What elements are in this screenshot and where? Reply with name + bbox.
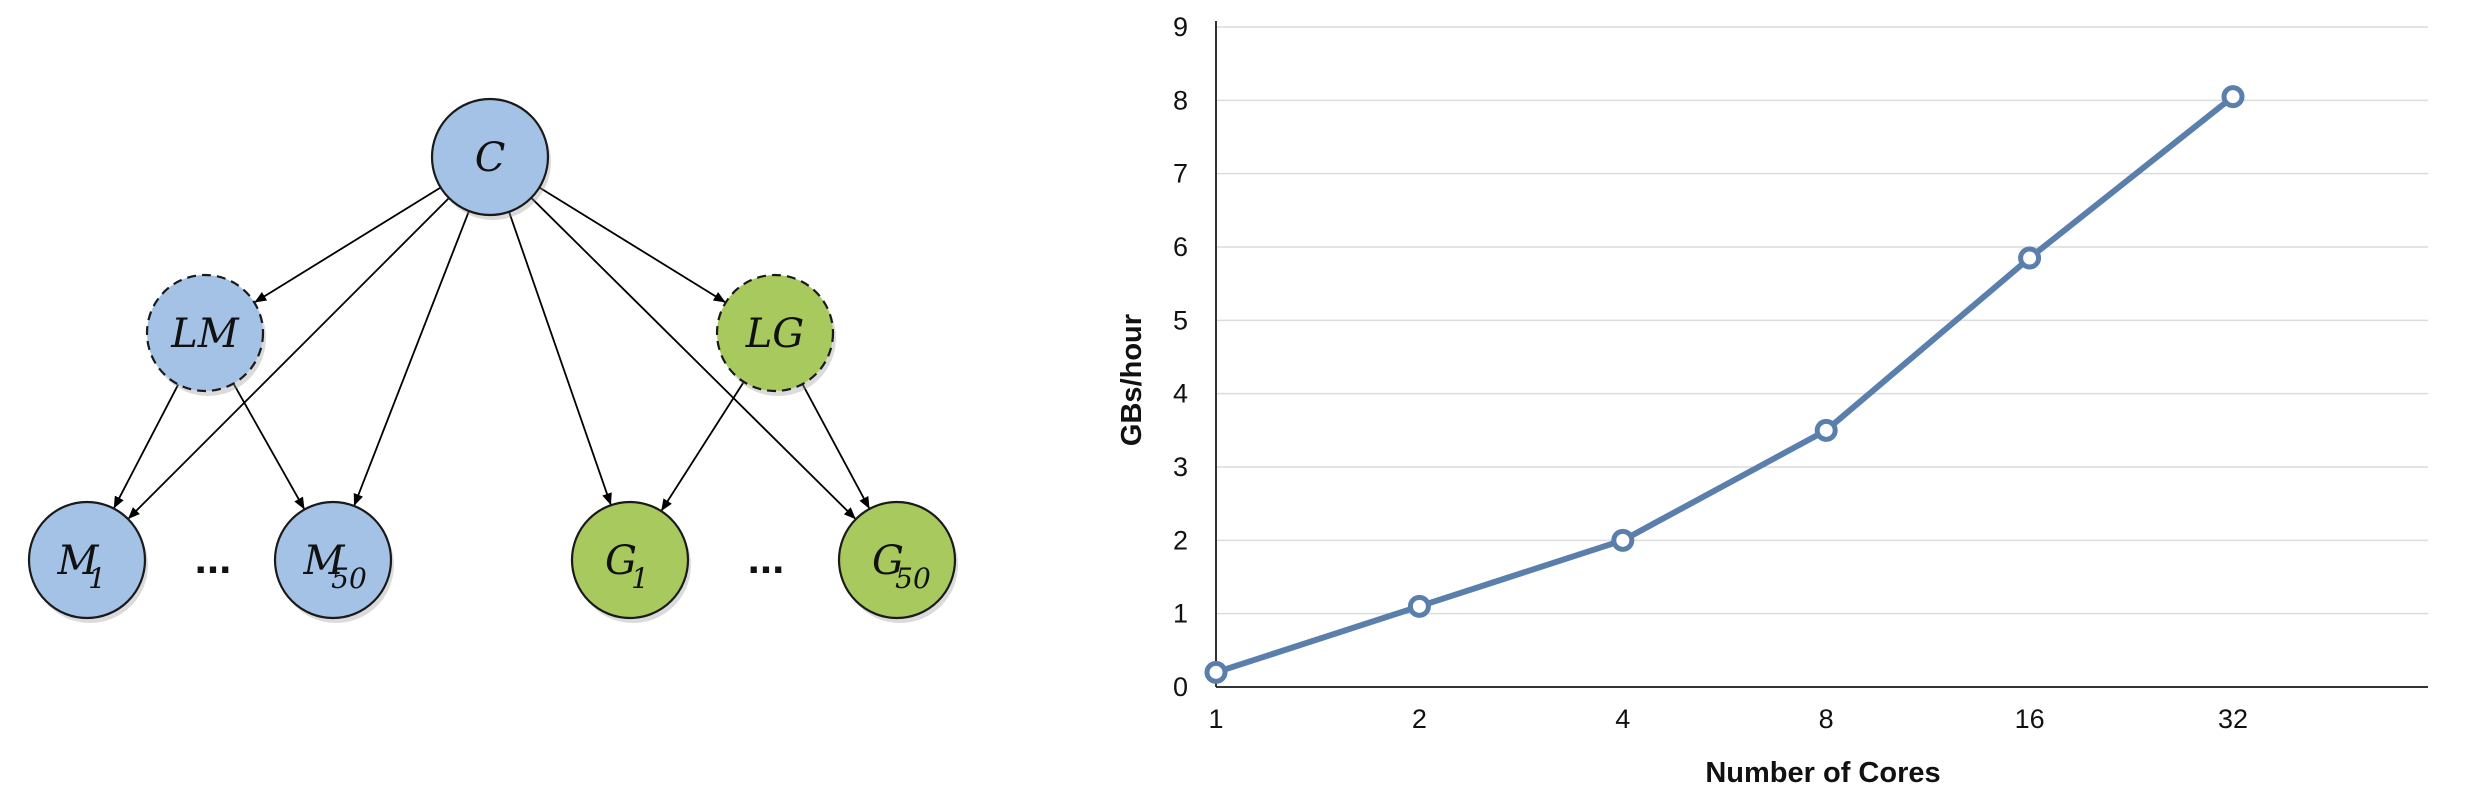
edge-c-lg (538, 186, 726, 303)
node-circle (273, 500, 393, 620)
node-label: G (872, 538, 904, 584)
node-circle (715, 273, 835, 393)
series-line (1213, 93, 2236, 676)
data-point (1814, 418, 1838, 442)
y-tick-label: 8 (1173, 85, 1188, 115)
y-tick-labels: 0 1 2 3 4 5 6 7 8 9 (1173, 12, 1188, 702)
edge-c-m50 (353, 210, 470, 506)
ellipsis-m-nodes: ... (195, 534, 232, 583)
node-label: M (303, 538, 346, 584)
node-label: LG (745, 311, 805, 357)
y-tick-label: 4 (1173, 379, 1188, 409)
edge-c-lm (254, 186, 442, 303)
node-circle (27, 500, 147, 620)
node-label: M (57, 538, 100, 584)
y-tick-label: 0 (1173, 672, 1188, 702)
chart-gridlines (1216, 26, 2428, 615)
node-subscript: 50 (895, 562, 931, 595)
node-m1: M1 (27, 500, 148, 623)
node-circle (430, 97, 550, 217)
node-subscript: 50 (331, 562, 367, 595)
node-subscript: 1 (631, 562, 649, 595)
x-tick-label: 4 (1615, 704, 1630, 734)
node-circle (570, 500, 690, 620)
data-point (1204, 660, 1228, 684)
y-axis-title: GBs/hour (1116, 314, 1148, 446)
data-point (2221, 85, 2245, 109)
edge-c-m1 (128, 197, 450, 519)
node-m50: M50 (273, 500, 394, 623)
node-circle (837, 500, 957, 620)
y-tick-label: 1 (1173, 599, 1188, 629)
x-tick-label: 1 (1208, 704, 1223, 734)
node-circle (145, 273, 265, 393)
edge-lg-g1 (661, 381, 745, 512)
node-g50: G50 (837, 500, 958, 623)
data-point (2018, 246, 2042, 270)
x-tick-label: 8 (1819, 704, 1834, 734)
node-label: G (605, 538, 637, 584)
y-tick-label: 6 (1173, 232, 1188, 262)
edge-lg-g50 (801, 383, 870, 509)
node-lg: LG (715, 273, 836, 396)
x-axis-title: Number of Cores (1705, 757, 1940, 789)
data-point (1611, 528, 1635, 552)
node-g1: G1 (570, 500, 691, 623)
y-tick-label: 9 (1173, 12, 1188, 42)
y-tick-label: 5 (1173, 305, 1188, 335)
y-tick-label: 2 (1173, 525, 1188, 555)
node-c: C (430, 97, 551, 220)
node-subscript: 1 (88, 562, 106, 595)
diagram-edges (113, 186, 870, 520)
y-tick-label: 7 (1173, 159, 1188, 189)
node-label: LM (170, 311, 240, 357)
edge-lm-m50 (232, 383, 305, 510)
edge-c-g1 (508, 211, 612, 506)
y-tick-label: 3 (1173, 452, 1188, 482)
x-tick-labels: 1 2 4 8 16 32 (1208, 704, 2248, 734)
chart-axes (1215, 21, 2428, 688)
edge-c-g50 (530, 197, 856, 520)
x-tick-label: 2 (1412, 704, 1427, 734)
x-tick-label: 32 (2218, 704, 2248, 734)
chart-series (1204, 85, 2245, 684)
node-label: C (475, 135, 506, 181)
x-tick-label: 16 (2015, 704, 2045, 734)
ellipsis-g-nodes: ... (748, 534, 785, 583)
node-lm: LM (145, 273, 266, 396)
data-point (1407, 594, 1431, 618)
edge-lm-m1 (113, 384, 180, 509)
